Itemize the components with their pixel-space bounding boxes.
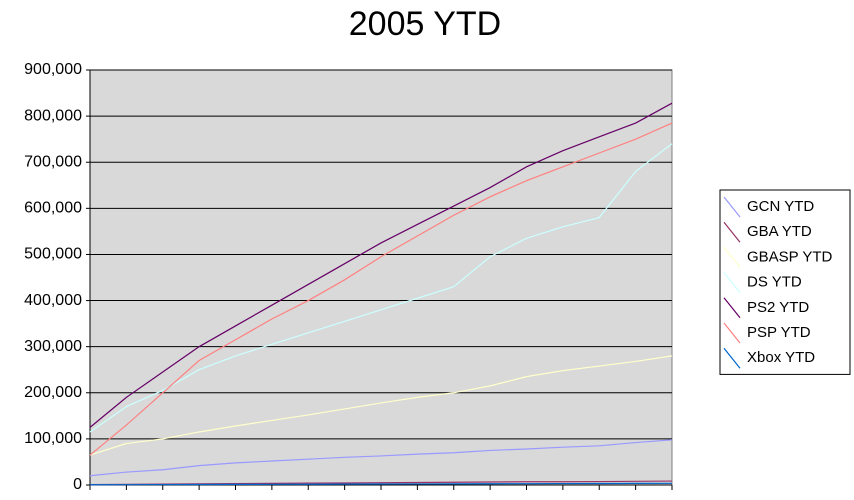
legend-swatch bbox=[723, 322, 741, 344]
legend-label: DS YTD bbox=[747, 274, 802, 291]
legend-swatch bbox=[723, 247, 741, 268]
legend-label: GBASP YTD bbox=[747, 248, 832, 265]
legend-label: PS2 YTD bbox=[747, 299, 809, 316]
legend-box bbox=[719, 189, 851, 375]
chart-title: 2005 YTD bbox=[349, 5, 501, 43]
series-line bbox=[89, 482, 673, 486]
legend-swatch bbox=[723, 196, 741, 218]
y-tick-label: 800,000 bbox=[24, 107, 82, 124]
y-tick-label: 0 bbox=[73, 476, 82, 493]
plot-area bbox=[89, 69, 673, 486]
y-tick-label: 600,000 bbox=[24, 200, 82, 217]
legend-swatch bbox=[723, 297, 741, 319]
y-tick-label: 300,000 bbox=[24, 338, 82, 355]
legend-label: Xbox YTD bbox=[747, 349, 815, 366]
legend-label: GBA YTD bbox=[747, 223, 812, 240]
series-line bbox=[89, 102, 673, 428]
legend-swatch bbox=[723, 221, 741, 243]
y-tick-label: 200,000 bbox=[24, 384, 82, 401]
legend-label: GCN YTD bbox=[747, 198, 814, 215]
legend-swatch bbox=[723, 272, 741, 293]
y-tick-label: 100,000 bbox=[24, 430, 82, 447]
y-tick-label: 700,000 bbox=[24, 153, 82, 170]
legend-label: PSP YTD bbox=[747, 324, 811, 341]
series-line bbox=[89, 143, 673, 433]
y-tick-label: 400,000 bbox=[24, 292, 82, 309]
series-line bbox=[89, 122, 673, 456]
legend-swatch bbox=[723, 347, 741, 369]
y-tick-label: 900,000 bbox=[24, 61, 82, 78]
y-tick-label: 500,000 bbox=[24, 246, 82, 263]
series-line bbox=[89, 355, 673, 456]
series-line bbox=[89, 439, 673, 477]
